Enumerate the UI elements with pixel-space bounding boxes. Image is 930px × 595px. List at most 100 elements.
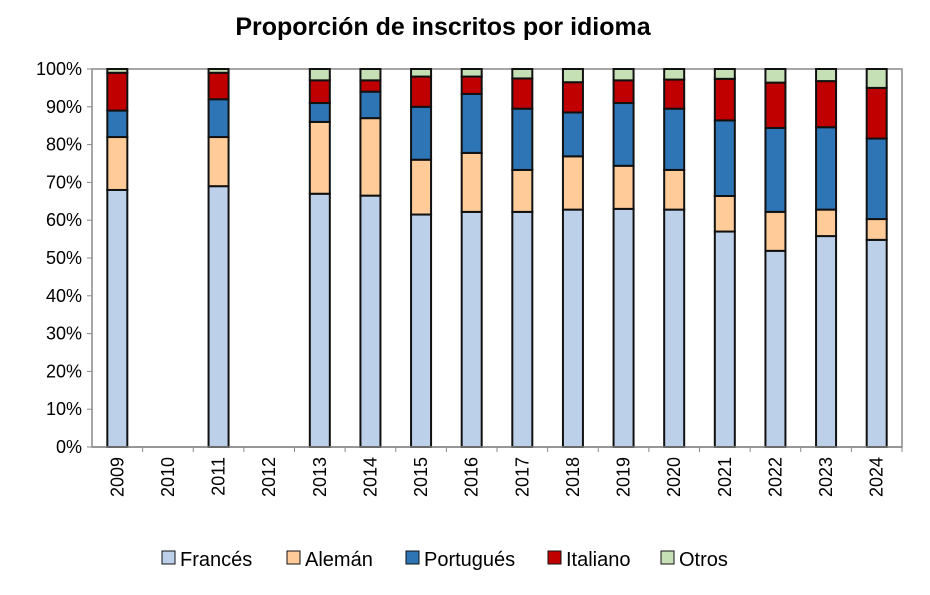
bar-segment-italiano	[612, 79, 635, 105]
bar-segment-italiano	[764, 81, 787, 129]
bar-segment-francés	[308, 192, 331, 448]
x-tick-label: 2011	[209, 457, 229, 496]
y-tick-label: 30%	[46, 324, 82, 344]
bar-segment-alemán	[764, 210, 787, 252]
legend-swatch	[547, 550, 562, 565]
x-tick-label: 2024	[867, 457, 887, 497]
bar-segment-portugués	[410, 105, 433, 161]
x-tick-label: 2018	[563, 457, 583, 497]
bar-segment-italiano	[460, 75, 483, 95]
bar-segment-alemán	[511, 168, 534, 213]
bar-segment-alemán	[865, 218, 888, 241]
x-tick-label: 2009	[107, 457, 127, 497]
bar-segment-portugués	[815, 126, 838, 211]
bar-segment-alemán	[663, 168, 686, 211]
bar-segment-portugués	[663, 107, 686, 171]
bar-segment-otros	[865, 68, 888, 89]
x-tick-label: 2015	[411, 457, 431, 497]
bar-segment-alemán	[308, 120, 331, 195]
legend-swatch	[660, 550, 675, 565]
y-tick-label: 100%	[36, 59, 82, 79]
bar-segment-otros	[359, 68, 382, 82]
x-tick-label: 2019	[614, 457, 634, 497]
bar-segment-francés	[713, 230, 736, 448]
x-tick-label: 2021	[715, 457, 735, 497]
y-tick-label: 0%	[56, 437, 82, 457]
bar-segment-portugués	[865, 137, 888, 221]
bar-segment-francés	[207, 185, 230, 448]
bar-segment-francés	[460, 210, 483, 448]
bar-segment-otros	[663, 68, 686, 81]
bar-segment-francés	[359, 194, 382, 448]
bar-segment-alemán	[207, 136, 230, 188]
bar-segment-portugués	[207, 98, 230, 139]
legend-swatch	[286, 550, 301, 565]
bar-segment-portugués	[308, 102, 331, 123]
x-tick-label: 2020	[664, 457, 684, 497]
x-tick-label: 2012	[259, 457, 279, 497]
bar-segment-portugués	[612, 102, 635, 167]
bar-segment-otros	[106, 68, 129, 74]
y-tick-label: 10%	[46, 399, 82, 419]
bar-segment-francés	[663, 208, 686, 448]
bar-segment-otros	[511, 68, 534, 80]
legend-label: Francés	[180, 549, 252, 571]
y-tick-label: 70%	[46, 172, 82, 192]
y-tick-label: 60%	[46, 210, 82, 230]
y-tick-label: 50%	[46, 248, 82, 268]
bar-segment-portugués	[764, 126, 787, 213]
bar-segment-portugués	[511, 107, 534, 171]
x-tick-label: 2013	[310, 457, 330, 497]
bar-segment-portugués	[460, 92, 483, 154]
bar-segment-alemán	[713, 195, 736, 233]
x-tick-label: 2016	[462, 457, 482, 497]
bar-segment-otros	[460, 68, 483, 78]
bar-segment-portugués	[561, 111, 584, 158]
x-tick-label: 2022	[765, 457, 785, 497]
bar-segment-italiano	[410, 75, 433, 108]
bar-segment-italiano	[106, 71, 129, 112]
bar-segment-alemán	[612, 164, 635, 210]
bar-segment-italiano	[359, 79, 382, 93]
legend-label: Italiano	[566, 549, 631, 571]
bar-segment-alemán	[359, 117, 382, 197]
bar-segment-francés	[410, 213, 433, 448]
bar-segment-francés	[815, 235, 838, 448]
bar-segment-italiano	[308, 79, 331, 105]
bar-segment-otros	[561, 68, 584, 84]
x-tick-label: 2014	[360, 457, 380, 497]
bar-segment-italiano	[713, 77, 736, 122]
y-tick-label: 90%	[46, 97, 82, 117]
bar-segment-alemán	[460, 151, 483, 213]
bar-segment-italiano	[815, 80, 838, 129]
bar-segment-francés	[612, 207, 635, 448]
bar-segment-italiano	[511, 77, 534, 110]
y-tick-label: 80%	[46, 135, 82, 155]
bar-segment-francés	[106, 188, 129, 449]
bar-segment-portugués	[106, 109, 129, 139]
bar-segment-francés	[764, 249, 787, 448]
x-tick-label: 2017	[512, 457, 532, 497]
legend-label: Alemán	[305, 549, 373, 571]
bar-segment-francés	[865, 238, 888, 448]
bar-segment-otros	[207, 68, 230, 74]
bar-segment-italiano	[865, 86, 888, 140]
bar-segment-portugués	[713, 119, 736, 198]
x-tick-label: 2023	[816, 457, 836, 497]
bar-segment-francés	[561, 208, 584, 448]
bar-segment-alemán	[561, 155, 584, 211]
bar-segment-portugués	[359, 90, 382, 120]
bar-segment-otros	[612, 68, 635, 82]
bar-segment-italiano	[561, 81, 584, 114]
chart-title: Proporción de inscritos por idioma	[235, 13, 651, 41]
bar-segment-alemán	[106, 136, 129, 191]
bar-segment-francés	[511, 210, 534, 448]
legend-swatch	[161, 550, 176, 565]
bar-segment-otros	[815, 68, 838, 83]
bar-segment-otros	[713, 68, 736, 80]
bar-segment-otros	[308, 68, 331, 82]
bar-segment-alemán	[815, 208, 838, 238]
bar-segment-alemán	[410, 158, 433, 216]
